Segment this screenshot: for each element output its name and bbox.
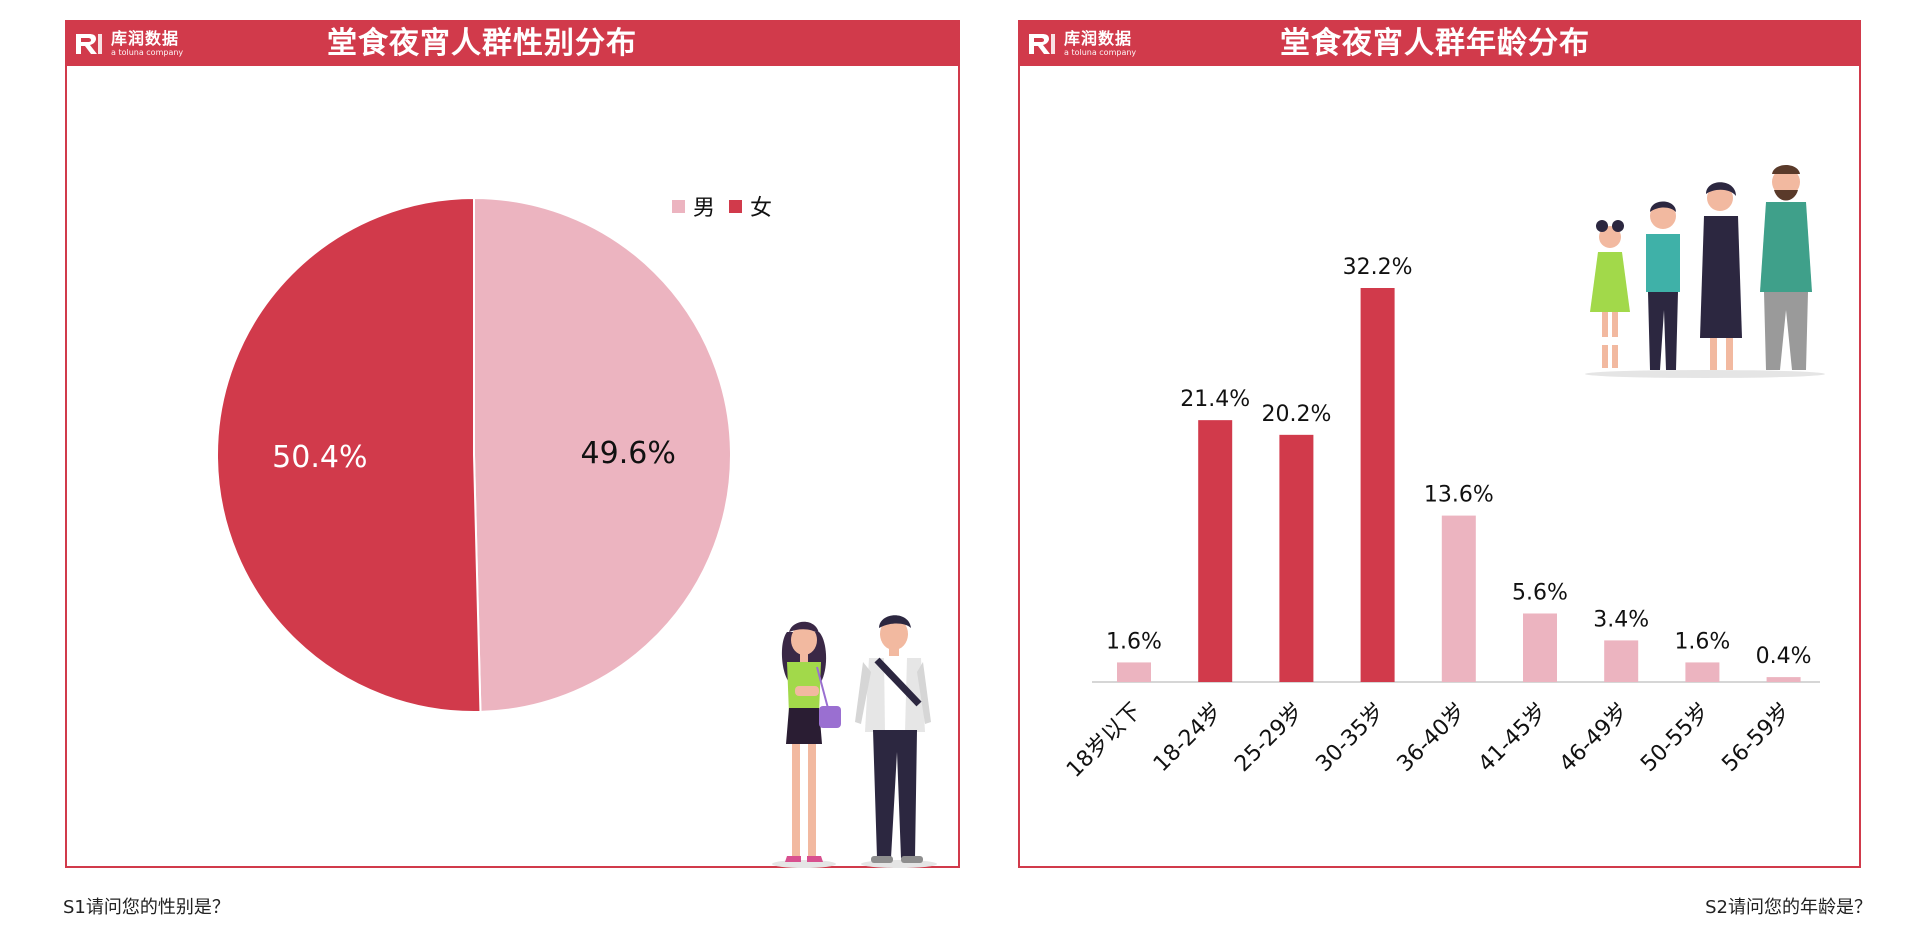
bar-value-label-4: 32.2% bbox=[1343, 255, 1413, 280]
bar-6 bbox=[1523, 613, 1557, 682]
logo-cn-text: 库润数据 bbox=[111, 29, 180, 48]
brand-logo: 库润数据 a toluna company bbox=[1026, 28, 1136, 60]
x-tick-label-6: 41-45岁 bbox=[1474, 699, 1552, 777]
age-panel-header: 库润数据 a toluna company 堂食夜宵人群年龄分布 bbox=[1020, 22, 1859, 66]
x-tick-label-1: 18岁以下 bbox=[1062, 699, 1146, 783]
bar-3 bbox=[1279, 434, 1314, 682]
bar-value-label-1: 1.6% bbox=[1106, 629, 1162, 654]
logo-cn-text: 库润数据 bbox=[1064, 29, 1133, 48]
bar-2 bbox=[1198, 420, 1233, 682]
family-illustration bbox=[1585, 165, 1825, 378]
brand-logo: 库润数据 a toluna company bbox=[73, 28, 183, 60]
pie-slice-male bbox=[473, 196, 732, 713]
bar-value-label-5: 13.6% bbox=[1424, 483, 1494, 508]
bar-5 bbox=[1441, 515, 1476, 682]
legend-swatch-female bbox=[729, 199, 743, 213]
gender-panel: 库润数据 a toluna company 堂食夜宵人群性别分布 49.6% 50… bbox=[65, 20, 960, 868]
logo-mark-icon bbox=[1029, 34, 1055, 54]
bar-value-label-9: 0.4% bbox=[1756, 644, 1812, 669]
legend-item-male: 男 bbox=[672, 190, 715, 222]
age-panel: 库润数据 a toluna company 堂食夜宵人群年龄分布 1.6% 18岁… bbox=[1018, 20, 1861, 868]
couple-illustration bbox=[772, 615, 937, 868]
pie-label-female: 50.4% bbox=[272, 440, 367, 475]
gender-legend: 男 女 bbox=[672, 190, 786, 222]
bar-value-label-2: 21.4% bbox=[1180, 387, 1250, 412]
logo-en-text: a toluna company bbox=[1064, 48, 1137, 57]
bar-7 bbox=[1604, 640, 1639, 682]
logo-mark-icon bbox=[76, 34, 102, 54]
x-tick-label-8: 50-55岁 bbox=[1636, 699, 1714, 777]
gender-panel-header: 库润数据 a toluna company 堂食夜宵人群性别分布 bbox=[67, 22, 958, 66]
pie-slice-female bbox=[216, 196, 482, 713]
legend-item-female: 女 bbox=[729, 190, 772, 222]
legend-label-male: 男 bbox=[693, 196, 716, 221]
x-tick-label-5: 36-40岁 bbox=[1393, 699, 1471, 777]
gender-pie-chart: 49.6% 50.4% bbox=[216, 196, 732, 713]
age-bar-chart: 1.6% 18岁以下 21.4% 18-24岁 20.2% 25-29岁 32.2% 30-3… bbox=[1062, 255, 1820, 783]
x-tick-label-9: 56-59岁 bbox=[1717, 699, 1795, 777]
bar-value-label-3: 20.2% bbox=[1261, 402, 1331, 427]
logo-en-text: a toluna company bbox=[111, 48, 184, 57]
legend-label-female: 女 bbox=[750, 196, 773, 221]
age-chart-title: 堂食夜宵人群年龄分布 bbox=[1280, 26, 1590, 61]
bar-value-label-6: 5.6% bbox=[1512, 580, 1568, 605]
bar-4 bbox=[1360, 288, 1395, 682]
bar-value-label-8: 1.6% bbox=[1674, 629, 1730, 654]
legend-swatch-male bbox=[672, 199, 685, 213]
gender-chart-title: 堂食夜宵人群性别分布 bbox=[327, 26, 637, 61]
bar-9 bbox=[1766, 677, 1801, 682]
bar-1 bbox=[1117, 662, 1151, 682]
gender-question: S1请问您的性别是？ bbox=[63, 897, 230, 918]
x-tick-label-4: 30-35岁 bbox=[1311, 699, 1389, 777]
x-tick-label-3: 25-29岁 bbox=[1230, 699, 1308, 777]
x-tick-label-2: 18-24岁 bbox=[1149, 699, 1227, 777]
bar-value-label-7: 3.4% bbox=[1593, 607, 1649, 632]
age-question: S2请问您的年龄是？ bbox=[1705, 897, 1872, 918]
pie-label-male: 49.6% bbox=[581, 436, 676, 471]
bar-8 bbox=[1685, 662, 1720, 682]
x-tick-label-7: 46-49岁 bbox=[1555, 699, 1633, 777]
